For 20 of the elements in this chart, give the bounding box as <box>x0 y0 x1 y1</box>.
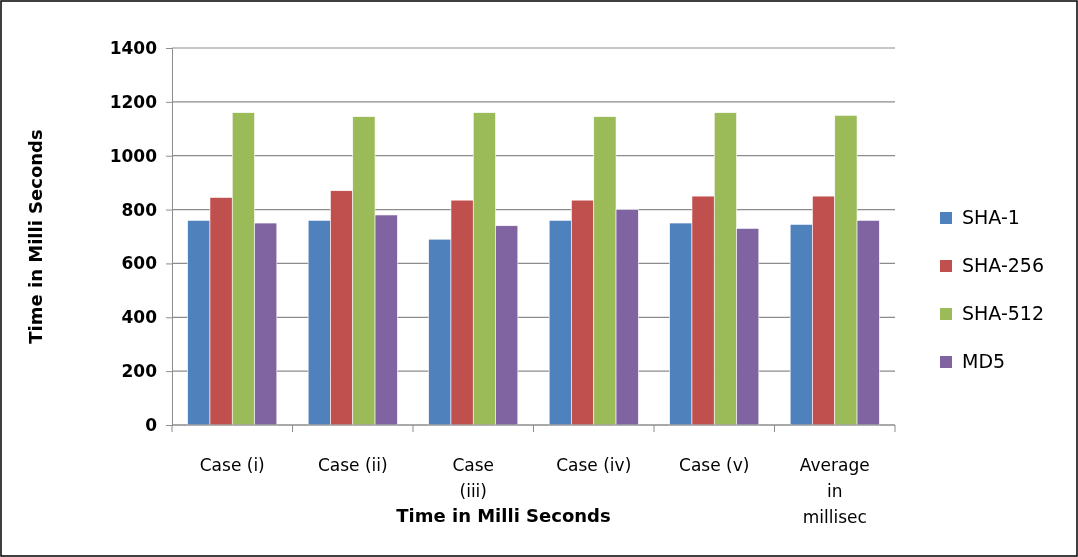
x-tick-label: Case (v) <box>679 455 750 475</box>
legend-label: SHA-512 <box>962 302 1045 324</box>
x-tick-label: Case (ii) <box>317 455 388 475</box>
x-tick-label: Average in millisec <box>799 455 870 527</box>
y-tick-label: 0 <box>145 414 158 435</box>
x-tick-label: Case (iv) <box>556 455 632 475</box>
x-axis-title: Time in Milli Seconds <box>396 505 611 526</box>
y-tick-label: 200 <box>121 361 158 382</box>
y-axis-title: Time in Milli Seconds <box>25 129 46 344</box>
y-tick-label: 1400 <box>109 37 158 58</box>
y-tick-label: 800 <box>121 199 158 220</box>
legend-label: SHA-1 <box>962 206 1020 228</box>
x-tick-label: Case (iii) <box>452 455 495 501</box>
y-tick-label: 600 <box>121 253 158 274</box>
legend-label: MD5 <box>962 350 1006 372</box>
x-tick-label: Case (i) <box>199 455 265 475</box>
y-tick-label: 1000 <box>109 145 158 166</box>
y-tick-label: 1200 <box>109 91 158 112</box>
legend-label: SHA-256 <box>962 254 1045 276</box>
y-tick-label: 400 <box>121 307 158 328</box>
